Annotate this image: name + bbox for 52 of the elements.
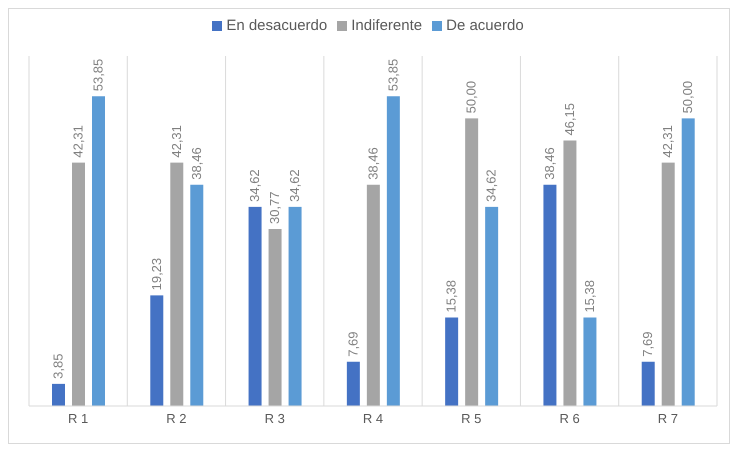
legend-label: Indiferente [351, 17, 422, 34]
bar [190, 184, 204, 406]
data-label: 42,31 [168, 125, 184, 158]
bar [485, 206, 498, 406]
bar [248, 206, 262, 406]
bar [288, 206, 302, 406]
bar [366, 184, 380, 406]
data-label: 38,46 [542, 147, 557, 180]
bar [170, 162, 184, 406]
bar [682, 118, 695, 406]
data-label: 3,85 [50, 354, 66, 379]
bar [346, 362, 360, 406]
bar [445, 318, 458, 406]
data-label: 34,62 [287, 169, 302, 202]
bar [52, 384, 65, 406]
x-tick-label: R 7 [658, 411, 678, 426]
data-label: 38,46 [365, 147, 380, 180]
bar [563, 140, 576, 406]
bar [543, 184, 556, 406]
bar [465, 118, 478, 406]
data-label: 38,46 [188, 147, 204, 180]
legend-label: De acuerdo [446, 17, 524, 34]
data-label: 34,62 [247, 169, 262, 202]
x-tick-label: R 2 [166, 411, 187, 426]
x-tick-label: R 4 [362, 411, 384, 426]
data-label: 7,69 [640, 331, 656, 357]
data-label: 53,85 [90, 58, 106, 92]
x-tick-label: R 5 [461, 411, 482, 426]
data-label: 42,31 [660, 125, 676, 158]
data-label: 42,31 [70, 125, 86, 158]
data-label: 53,85 [385, 58, 400, 92]
bar [268, 229, 282, 406]
x-tick-label: R 3 [264, 411, 285, 426]
bar [72, 162, 85, 406]
bar [583, 318, 596, 406]
data-label: 15,38 [444, 280, 459, 313]
x-tick-label: R 6 [559, 411, 580, 426]
data-label: 34,62 [484, 169, 499, 202]
data-label: 50,00 [680, 80, 696, 114]
data-label: 50,00 [464, 80, 479, 114]
data-label: 7,69 [345, 331, 360, 357]
x-tick-label: R 1 [68, 411, 88, 426]
data-label: 15,38 [582, 280, 597, 313]
data-label: 46,15 [562, 103, 577, 136]
bar [662, 162, 675, 406]
bar [642, 362, 655, 406]
data-label: 30,77 [267, 191, 282, 224]
data-label: 19,23 [148, 258, 164, 290]
bar [150, 295, 164, 406]
bar [92, 96, 105, 406]
bar [386, 96, 400, 406]
legend-label: En desacuerdo [226, 17, 328, 34]
